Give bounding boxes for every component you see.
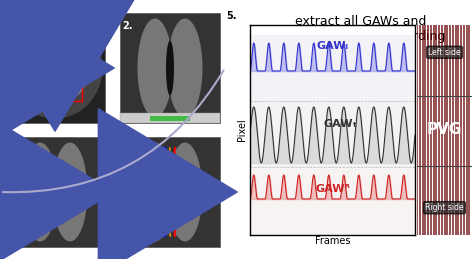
Text: Right side: Right side	[425, 203, 464, 212]
Text: GAW$_L$: GAW$_L$	[125, 211, 150, 223]
FancyBboxPatch shape	[5, 13, 105, 123]
Text: GAWₗ: GAWₗ	[317, 41, 348, 51]
Text: GAWᴿ: GAWᴿ	[315, 184, 350, 194]
Text: Left side: Left side	[428, 48, 461, 57]
FancyBboxPatch shape	[5, 137, 105, 247]
Ellipse shape	[166, 40, 174, 96]
X-axis label: Frames: Frames	[315, 236, 350, 246]
Text: 2.: 2.	[122, 21, 133, 31]
Text: 3.: 3.	[7, 145, 18, 155]
Ellipse shape	[166, 164, 174, 219]
Bar	[250, 35, 415, 101]
FancyBboxPatch shape	[150, 116, 190, 121]
Ellipse shape	[45, 156, 60, 228]
Bar	[250, 167, 415, 235]
FancyBboxPatch shape	[120, 13, 220, 123]
Ellipse shape	[53, 142, 88, 241]
Text: GAW: GAW	[175, 212, 195, 221]
Text: PVG: PVG	[427, 123, 462, 138]
Ellipse shape	[53, 176, 57, 208]
Bar	[27, 35, 82, 101]
Ellipse shape	[137, 142, 173, 241]
FancyBboxPatch shape	[120, 113, 220, 123]
Ellipse shape	[8, 17, 102, 119]
Text: 4.: 4.	[122, 145, 133, 155]
Ellipse shape	[51, 51, 59, 89]
Ellipse shape	[167, 142, 202, 241]
Bar	[250, 101, 415, 167]
Ellipse shape	[20, 32, 90, 104]
Text: extract all GAWs and
the PVG for each recording: extract all GAWs and the PVG for each re…	[276, 15, 446, 43]
Ellipse shape	[137, 18, 173, 118]
Text: GAWₜ: GAWₜ	[324, 119, 358, 129]
Y-axis label: Pixel: Pixel	[237, 119, 247, 141]
Ellipse shape	[22, 142, 57, 241]
FancyBboxPatch shape	[120, 137, 220, 247]
Ellipse shape	[167, 18, 202, 118]
Text: 5.: 5.	[226, 11, 237, 21]
Text: 1.: 1.	[7, 21, 18, 31]
